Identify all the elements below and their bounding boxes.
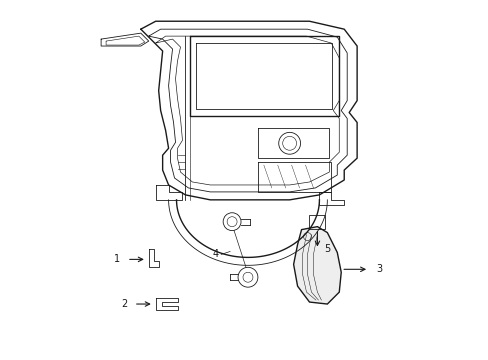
Text: 4: 4 xyxy=(212,249,218,260)
Bar xyxy=(309,215,325,229)
Text: 1: 1 xyxy=(114,255,120,264)
Polygon shape xyxy=(293,227,341,304)
Text: 5: 5 xyxy=(324,244,330,255)
Text: 3: 3 xyxy=(375,264,381,274)
Text: 2: 2 xyxy=(121,299,127,309)
